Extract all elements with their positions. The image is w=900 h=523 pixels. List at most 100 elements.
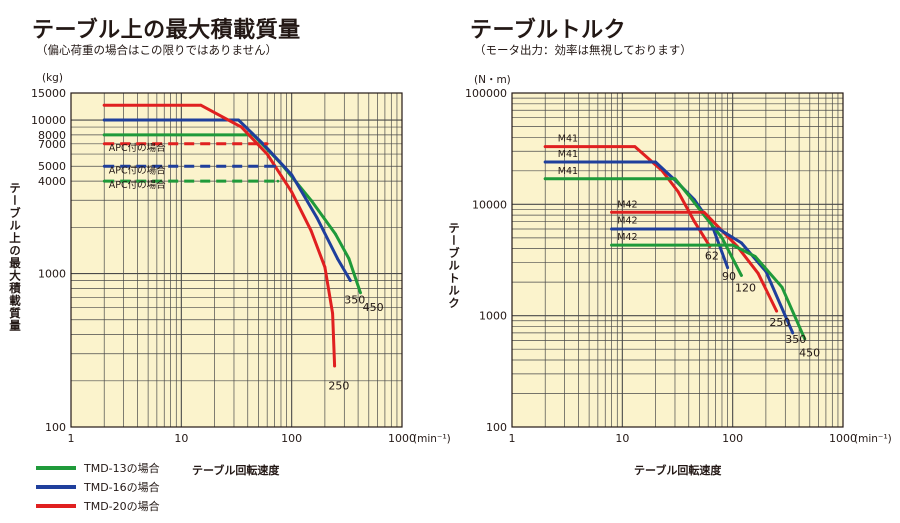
data-point [348,279,352,282]
annotation-label: M41 [558,149,578,160]
data-point [717,227,721,231]
data-point [693,220,696,223]
y-tick-label: 10000 [472,198,507,211]
data-point [290,190,294,194]
y-tick-label: 100 [486,421,507,434]
plot-frame [70,92,403,428]
left-x-unit: (min⁻¹) [413,433,451,445]
data-point [543,145,547,149]
data-point [309,198,313,202]
right-x-unit: (min⁻¹) [854,433,892,445]
y-tick-label: 5000 [38,160,66,173]
left-x-axis-label: テーブル回転速度 [192,464,280,477]
data-point [726,266,730,270]
x-tick-label: 100 [281,432,302,445]
series-line-tmd-20 [543,145,712,248]
y-tick-label: 10000 [31,114,66,127]
annotation-label: M42 [617,199,637,210]
x-tick-label: 1 [509,432,516,445]
legend-swatch [36,465,76,470]
data-point [333,364,337,368]
data-point [309,229,313,233]
x-tick-label: 1000 [388,432,416,445]
data-point [199,103,203,107]
data-point [102,179,106,183]
data-point [261,142,265,146]
data-point [102,133,106,137]
plot-area [71,93,402,427]
x-tick-label: 1 [68,432,75,445]
data-point [334,232,337,236]
legend: TMD-13の場合 TMD-16の場合 TMD-20の場合 [36,458,160,515]
annotation-label: M41 [558,166,578,177]
plot-frame [511,92,844,428]
x-tick-label: 1000 [829,432,857,445]
right-y-axis-label: テーブルトルク [447,222,461,310]
right-y-unit: (N・m) [474,74,511,86]
data-point [673,177,677,181]
annotation-label: 450 [799,346,820,359]
right-x-axis-label: テーブル回転速度 [634,464,722,477]
data-point [359,291,362,295]
data-point [276,179,280,183]
left-chart-subtitle: （偏心荷重の場合はこの限りではありません） [36,43,278,57]
data-point [687,194,691,197]
data-point [347,257,351,261]
x-tick-label: 100 [722,432,743,445]
data-point [753,255,757,258]
y-tick-label: 1000 [479,310,507,323]
data-point [543,177,547,181]
annotation-label: 62 [705,249,719,262]
y-tick-label: 15000 [31,87,66,100]
data-point [610,227,614,231]
data-point [775,309,778,313]
data-point [102,103,106,107]
data-point [315,216,319,220]
annotation-label: APC付の場合 [109,142,166,154]
x-tick-label: 10 [174,432,188,445]
data-point [265,152,269,156]
right-chart-title: テーブルトルク [470,18,627,43]
data-point [780,285,784,289]
legend-item-tmd-13: TMD-13の場合 [36,458,160,477]
y-tick-label: 100000 [465,87,507,100]
legend-label: TMD-20の場合 [84,499,160,513]
annotation-label: 250 [328,380,349,393]
data-point [740,273,743,277]
legend-label: TMD-16の場合 [84,480,160,494]
data-point [633,145,637,149]
data-point [265,142,269,146]
annotation-label: 250 [769,316,790,329]
torque-chart: 1 10 100 1000 100 1000 10000 100000 M41 M41 M41 M42… [465,87,857,445]
plot-area [512,93,843,427]
legend-swatch [36,484,76,489]
left-chart-title: テーブル上の最大積載質量 [32,18,301,43]
data-point [756,271,760,275]
data-point [237,118,240,122]
data-point [610,210,614,214]
annotation-label: 450 [363,301,384,314]
annotation-label: M42 [617,216,637,227]
annotation-label: 350 [785,333,806,346]
data-point [102,142,106,146]
right-chart-subtitle: （モータ出力：効率は無視しております） [474,43,692,57]
data-point [702,210,706,214]
annotation-label: 90 [722,270,736,283]
annotation-label: 350 [344,293,365,306]
data-point [654,160,657,164]
legend-item-tmd-20: TMD-20の場合 [36,496,160,515]
y-tick-label: 100 [45,421,66,434]
data-point [102,118,106,122]
y-tick-label: 7000 [38,138,66,151]
data-point [290,173,294,177]
data-point [102,164,106,168]
annotation-label: APC付の場合 [109,164,166,176]
data-point [331,311,335,315]
x-tick-label: 10 [615,432,629,445]
data-point [273,164,276,168]
annotation-label: M41 [558,134,578,145]
data-point [803,337,807,341]
data-point [731,243,735,247]
legend-label: TMD-13の場合 [84,461,160,475]
